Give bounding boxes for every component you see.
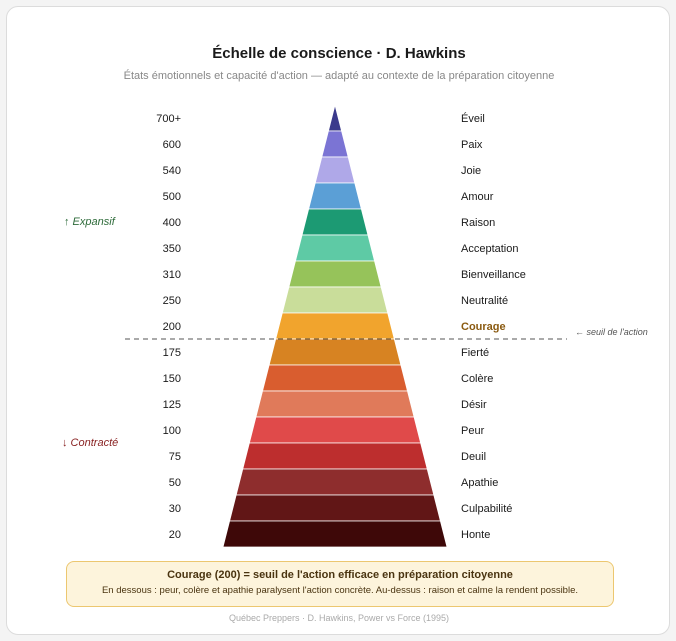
level-value: 500 xyxy=(163,191,181,203)
pyramid-band xyxy=(308,182,362,210)
pyramid-band xyxy=(301,208,369,236)
pyramid-band xyxy=(321,130,349,158)
expansive-label: ↑ Expansif xyxy=(64,216,115,228)
level-value: 175 xyxy=(163,347,181,359)
level-label: Colère xyxy=(461,373,493,385)
level-label: Honte xyxy=(461,529,490,541)
diagram-card: Échelle de conscience · D. Hawkins États… xyxy=(6,6,670,635)
level-label: Amour xyxy=(461,191,494,203)
level-label: Courage xyxy=(461,321,506,333)
pyramid-band xyxy=(327,104,343,132)
level-label: Culpabilité xyxy=(461,503,512,515)
level-value: 200 xyxy=(163,321,181,333)
level-label: Fierté xyxy=(461,347,489,359)
pyramid-band xyxy=(248,416,422,444)
level-label: Joie xyxy=(461,165,481,177)
pyramid-band xyxy=(314,156,356,184)
pyramid-band xyxy=(262,364,408,392)
level-value: 100 xyxy=(163,425,181,437)
level-label: Désir xyxy=(461,399,487,411)
level-value: 350 xyxy=(163,243,181,255)
footer-credit: Québec Preppers · D. Hawkins, Power vs F… xyxy=(228,613,450,623)
level-value: 250 xyxy=(163,295,181,307)
pyramid-band xyxy=(275,312,395,340)
pyramid-band xyxy=(255,390,415,418)
pyramid-band xyxy=(222,520,448,548)
level-value: 50 xyxy=(169,477,181,489)
level-value: 540 xyxy=(163,165,181,177)
level-label: Raison xyxy=(461,217,495,229)
level-value: 150 xyxy=(163,373,181,385)
level-value: 75 xyxy=(169,451,181,463)
pyramid-band xyxy=(229,494,441,522)
callout-body: En dessous : peur, colère et apathie par… xyxy=(101,585,579,596)
pyramid-band xyxy=(281,286,389,314)
pyramid-band xyxy=(268,338,402,366)
level-value: 400 xyxy=(163,217,181,229)
pyramid-band xyxy=(294,234,376,262)
page-subtitle: États émotionnels et capacité d'action —… xyxy=(123,70,555,82)
level-value: 600 xyxy=(163,139,181,151)
level-label: Paix xyxy=(461,139,483,151)
level-label: Apathie xyxy=(461,477,498,489)
level-value: 125 xyxy=(163,399,181,411)
level-value: 700+ xyxy=(156,113,181,125)
contracted-label: ↓ Contracté xyxy=(62,437,119,449)
level-label: Neutralité xyxy=(461,295,508,307)
courage-callout: Courage (200) = seuil de l'action effica… xyxy=(66,561,614,607)
level-value: 20 xyxy=(169,529,181,541)
pyramid-band xyxy=(288,260,382,288)
level-label: Acceptation xyxy=(461,243,518,255)
page-title: Échelle de conscience · D. Hawkins xyxy=(212,45,466,62)
level-label: Éveil xyxy=(461,112,485,125)
level-label: Bienveillance xyxy=(461,269,526,281)
consciousness-pyramid: 700+ Éveil 600 Paix 540 Joie 500 Amour 400 Raison… xyxy=(125,104,567,548)
level-value: 310 xyxy=(163,269,181,281)
pyramid-band xyxy=(235,468,435,496)
level-label: Peur xyxy=(461,425,485,437)
threshold-label: ← seuil de l'action xyxy=(575,327,648,337)
level-value: 30 xyxy=(169,503,181,515)
callout-title: Courage (200) = seuil de l'action effica… xyxy=(167,569,513,581)
pyramid-band xyxy=(242,442,428,470)
level-label: Deuil xyxy=(461,451,486,463)
